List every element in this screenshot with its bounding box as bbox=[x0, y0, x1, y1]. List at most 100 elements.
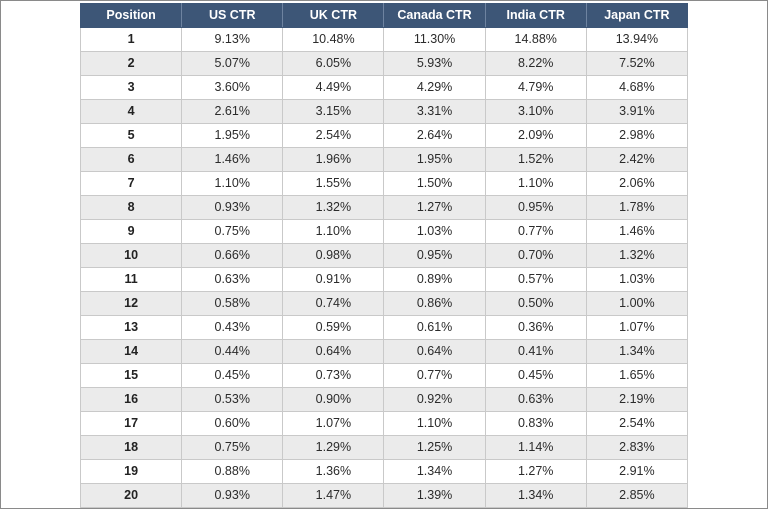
position-cell: 1 bbox=[79, 27, 183, 52]
india-ctr-cell: 4.79% bbox=[484, 75, 587, 100]
india-ctr-cell: 0.41% bbox=[484, 339, 587, 364]
uk-ctr-cell: 3.15% bbox=[282, 99, 385, 124]
us-ctr-cell: 0.75% bbox=[181, 435, 284, 460]
japan-ctr-cell: 1.78% bbox=[585, 195, 689, 220]
japan-ctr-cell: 13.94% bbox=[585, 27, 689, 52]
header-india-ctr: India CTR bbox=[484, 3, 587, 28]
us-ctr-cell: 1.95% bbox=[181, 123, 284, 148]
position-cell: 19 bbox=[79, 459, 183, 484]
table-row: 1 9.13% 10.48% 11.30% 14.88% 13.94% bbox=[79, 27, 689, 52]
table-row: 5 1.95% 2.54% 2.64% 2.09% 2.98% bbox=[79, 123, 689, 148]
position-cell: 17 bbox=[79, 411, 183, 436]
table-row: 14 0.44% 0.64% 0.64% 0.41% 1.34% bbox=[79, 339, 689, 364]
india-ctr-cell: 2.09% bbox=[484, 123, 587, 148]
india-ctr-cell: 0.83% bbox=[484, 411, 587, 436]
canada-ctr-cell: 0.77% bbox=[383, 363, 486, 388]
japan-ctr-cell: 7.52% bbox=[585, 51, 689, 76]
table-row: 6 1.46% 1.96% 1.95% 1.52% 2.42% bbox=[79, 147, 689, 172]
uk-ctr-cell: 1.96% bbox=[282, 147, 385, 172]
japan-ctr-cell: 2.06% bbox=[585, 171, 689, 196]
table-row: 7 1.10% 1.55% 1.50% 1.10% 2.06% bbox=[79, 171, 689, 196]
japan-ctr-cell: 1.34% bbox=[585, 339, 689, 364]
japan-ctr-cell: 1.46% bbox=[585, 219, 689, 244]
header-row: Position US CTR UK CTR Canada CTR India … bbox=[79, 3, 689, 28]
position-cell: 14 bbox=[79, 339, 183, 364]
position-cell: 7 bbox=[79, 171, 183, 196]
japan-ctr-cell: 2.91% bbox=[585, 459, 689, 484]
uk-ctr-cell: 0.91% bbox=[282, 267, 385, 292]
header-japan-ctr: Japan CTR bbox=[585, 3, 689, 28]
japan-ctr-cell: 1.03% bbox=[585, 267, 689, 292]
uk-ctr-cell: 6.05% bbox=[282, 51, 385, 76]
japan-ctr-cell: 2.19% bbox=[585, 387, 689, 412]
position-cell: 6 bbox=[79, 147, 183, 172]
uk-ctr-cell: 0.90% bbox=[282, 387, 385, 412]
header-uk-ctr: UK CTR bbox=[282, 3, 385, 28]
table-row: 12 0.58% 0.74% 0.86% 0.50% 1.00% bbox=[79, 291, 689, 316]
japan-ctr-cell: 1.00% bbox=[585, 291, 689, 316]
us-ctr-cell: 0.66% bbox=[181, 243, 284, 268]
table-row: 11 0.63% 0.91% 0.89% 0.57% 1.03% bbox=[79, 267, 689, 292]
position-cell: 20 bbox=[79, 483, 183, 508]
japan-ctr-cell: 2.83% bbox=[585, 435, 689, 460]
canada-ctr-cell: 5.93% bbox=[383, 51, 486, 76]
india-ctr-cell: 0.36% bbox=[484, 315, 587, 340]
uk-ctr-cell: 4.49% bbox=[282, 75, 385, 100]
india-ctr-cell: 0.57% bbox=[484, 267, 587, 292]
uk-ctr-cell: 1.32% bbox=[282, 195, 385, 220]
position-cell: 4 bbox=[79, 99, 183, 124]
table-row: 9 0.75% 1.10% 1.03% 0.77% 1.46% bbox=[79, 219, 689, 244]
india-ctr-cell: 0.77% bbox=[484, 219, 587, 244]
header-canada-ctr: Canada CTR bbox=[383, 3, 486, 28]
india-ctr-cell: 1.52% bbox=[484, 147, 587, 172]
india-ctr-cell: 1.10% bbox=[484, 171, 587, 196]
india-ctr-cell: 0.70% bbox=[484, 243, 587, 268]
position-cell: 2 bbox=[79, 51, 183, 76]
position-cell: 5 bbox=[79, 123, 183, 148]
us-ctr-cell: 9.13% bbox=[181, 27, 284, 52]
japan-ctr-cell: 2.54% bbox=[585, 411, 689, 436]
position-cell: 10 bbox=[79, 243, 183, 268]
us-ctr-cell: 0.45% bbox=[181, 363, 284, 388]
canada-ctr-cell: 1.10% bbox=[383, 411, 486, 436]
canada-ctr-cell: 1.34% bbox=[383, 459, 486, 484]
canada-ctr-cell: 1.27% bbox=[383, 195, 486, 220]
uk-ctr-cell: 0.98% bbox=[282, 243, 385, 268]
position-cell: 18 bbox=[79, 435, 183, 460]
uk-ctr-cell: 0.74% bbox=[282, 291, 385, 316]
japan-ctr-cell: 4.68% bbox=[585, 75, 689, 100]
india-ctr-cell: 0.63% bbox=[484, 387, 587, 412]
table-row: 16 0.53% 0.90% 0.92% 0.63% 2.19% bbox=[79, 387, 689, 412]
us-ctr-cell: 0.60% bbox=[181, 411, 284, 436]
canada-ctr-cell: 11.30% bbox=[383, 27, 486, 52]
canada-ctr-cell: 0.64% bbox=[383, 339, 486, 364]
us-ctr-cell: 0.44% bbox=[181, 339, 284, 364]
india-ctr-cell: 14.88% bbox=[484, 27, 587, 52]
uk-ctr-cell: 1.47% bbox=[282, 483, 385, 508]
position-cell: 11 bbox=[79, 267, 183, 292]
canada-ctr-cell: 1.95% bbox=[383, 147, 486, 172]
table-header: Position US CTR UK CTR Canada CTR India … bbox=[79, 3, 689, 28]
uk-ctr-cell: 0.73% bbox=[282, 363, 385, 388]
us-ctr-cell: 5.07% bbox=[181, 51, 284, 76]
table-row: 15 0.45% 0.73% 0.77% 0.45% 1.65% bbox=[79, 363, 689, 388]
table-body: 1 9.13% 10.48% 11.30% 14.88% 13.94% 2 5.07% 6.05… bbox=[79, 27, 689, 508]
india-ctr-cell: 8.22% bbox=[484, 51, 587, 76]
japan-ctr-cell: 1.32% bbox=[585, 243, 689, 268]
us-ctr-cell: 0.88% bbox=[181, 459, 284, 484]
table-row: 4 2.61% 3.15% 3.31% 3.10% 3.91% bbox=[79, 99, 689, 124]
uk-ctr-cell: 0.64% bbox=[282, 339, 385, 364]
us-ctr-cell: 1.46% bbox=[181, 147, 284, 172]
uk-ctr-cell: 1.29% bbox=[282, 435, 385, 460]
india-ctr-cell: 0.95% bbox=[484, 195, 587, 220]
uk-ctr-cell: 1.07% bbox=[282, 411, 385, 436]
us-ctr-cell: 0.53% bbox=[181, 387, 284, 412]
us-ctr-cell: 3.60% bbox=[181, 75, 284, 100]
india-ctr-cell: 1.27% bbox=[484, 459, 587, 484]
india-ctr-cell: 0.45% bbox=[484, 363, 587, 388]
canada-ctr-cell: 1.50% bbox=[383, 171, 486, 196]
table-row: 17 0.60% 1.07% 1.10% 0.83% 2.54% bbox=[79, 411, 689, 436]
ctr-by-position-table: Position US CTR UK CTR Canada CTR India … bbox=[79, 3, 689, 508]
canada-ctr-cell: 0.89% bbox=[383, 267, 486, 292]
